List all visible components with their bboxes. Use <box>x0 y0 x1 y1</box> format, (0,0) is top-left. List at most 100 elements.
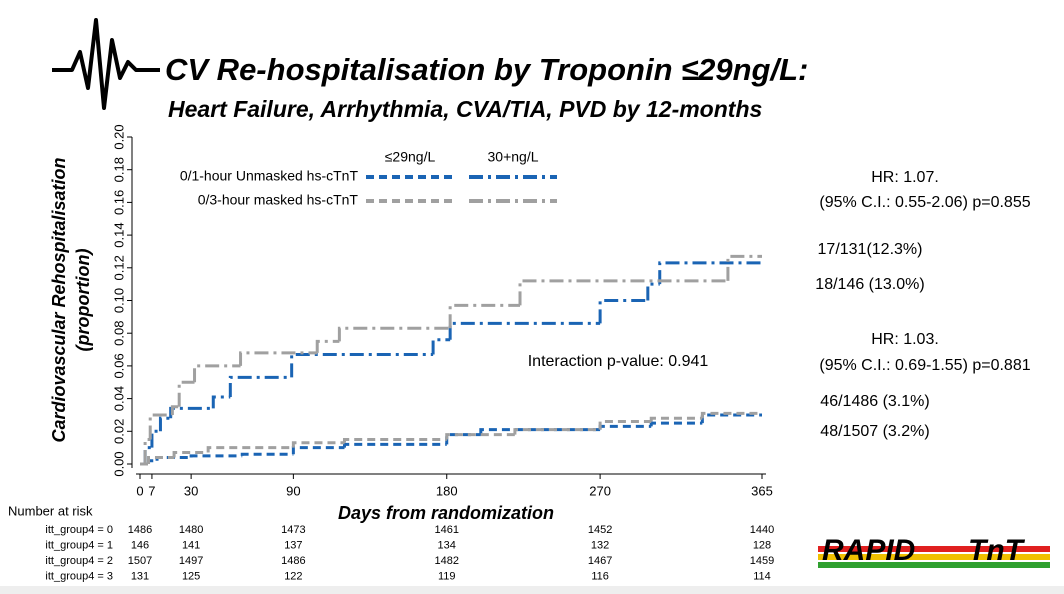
y-tick-label: 0.18 <box>111 157 126 182</box>
annotation: HR: 1.07. <box>871 169 939 186</box>
risk-value: 1459 <box>750 555 774 567</box>
y-tick-label: 0.08 <box>111 321 126 346</box>
x-tick-label: 90 <box>286 483 300 498</box>
risk-value: 1497 <box>179 555 203 567</box>
step-segment <box>342 437 447 443</box>
risk-value: 134 <box>438 539 456 551</box>
annotation: 18/146 (13.0%) <box>815 276 924 293</box>
step-segment <box>700 411 762 419</box>
annotation: (95% C.I.: 0.69-1.55) p=0.881 <box>819 357 1030 374</box>
step-segment <box>598 419 652 430</box>
x-tick-label: 270 <box>589 483 611 498</box>
ecg-icon <box>52 18 160 110</box>
x-tick-label: 365 <box>751 483 773 498</box>
step-segment <box>445 433 515 440</box>
title: CV Re-hospitalisation by Troponin ≤29ng/… <box>165 52 808 87</box>
x-tick-label: 180 <box>436 483 458 498</box>
y-tick-label: 0.02 <box>111 419 126 444</box>
risk-value: 116 <box>591 570 609 582</box>
risk-row-label: itt_group4 = 0 <box>45 524 113 536</box>
legend-column: ≤29ng/L <box>385 149 436 165</box>
step-segment <box>479 428 601 435</box>
step-segment <box>649 416 703 422</box>
risk-table-title: Number at risk <box>8 503 93 518</box>
step-segment <box>240 452 294 456</box>
risk-value: 1440 <box>750 524 774 536</box>
legend-row: 0/3-hour masked hs-cTnT <box>198 192 359 208</box>
x-tick-label: 0 <box>136 483 143 498</box>
step-segment <box>726 254 762 281</box>
step-segment <box>700 413 762 424</box>
step-segment <box>211 395 231 409</box>
step-segment <box>448 321 601 340</box>
y-tick-label: 0.12 <box>111 255 126 280</box>
step-segment <box>177 380 195 407</box>
y-tick-label: 0.06 <box>111 353 126 378</box>
risk-value: 125 <box>182 570 200 582</box>
step-segment <box>239 351 318 366</box>
step-segment <box>147 455 175 464</box>
annotation: Interaction p-value: 0.941 <box>528 353 709 370</box>
risk-value: 1480 <box>179 524 203 536</box>
step-segment <box>193 364 241 383</box>
step-segment <box>598 424 652 430</box>
logo-text: RAPID <box>822 534 915 567</box>
risk-row-label: itt_group4 = 3 <box>45 570 113 582</box>
y-tick-label: 0.04 <box>111 386 126 411</box>
risk-value: 122 <box>284 570 302 582</box>
step-segment <box>158 416 171 432</box>
step-segment <box>291 441 345 448</box>
risk-value: 131 <box>131 570 149 582</box>
step-segment <box>646 282 660 301</box>
step-segment <box>172 451 209 458</box>
step-segment <box>448 303 521 329</box>
y-axis-label: Cardiovascular Rehospitalisation <box>49 157 69 442</box>
risk-value: 114 <box>753 570 771 582</box>
step-segment <box>658 261 762 285</box>
step-segment <box>170 405 180 415</box>
risk-value: 132 <box>591 539 609 551</box>
annotation: 17/131(12.3%) <box>818 241 923 258</box>
risk-row-label: itt_group4 = 2 <box>45 555 113 567</box>
step-segment <box>169 406 214 419</box>
annotation: HR: 1.03. <box>871 331 939 348</box>
legend-row: 0/1-hour Unmasked hs-cTnT <box>180 168 359 184</box>
step-segment <box>342 442 447 448</box>
logo-stripe <box>818 562 1050 568</box>
risk-value: 137 <box>284 539 302 551</box>
y-axis-label: (proportion) <box>73 249 93 352</box>
step-segment <box>337 326 451 342</box>
annotation: 46/1486 (3.1%) <box>820 393 929 410</box>
step-segment <box>290 352 434 378</box>
risk-value: 141 <box>182 539 200 551</box>
risk-row-label: itt_group4 = 1 <box>45 539 113 551</box>
step-segment <box>291 446 345 455</box>
step-segment <box>649 421 703 427</box>
risk-value: 1482 <box>434 555 458 567</box>
step-segment <box>513 428 601 435</box>
step-segment <box>598 299 648 324</box>
y-tick-label: 0.10 <box>111 288 126 313</box>
legend-column: 30+ng/L <box>488 149 539 165</box>
y-tick-label: 0.00 <box>111 451 126 476</box>
step-segment <box>148 413 173 440</box>
x-tick-label: 30 <box>184 483 198 498</box>
logo: RAPID TnT <box>818 534 1050 568</box>
risk-value: 1452 <box>588 524 612 536</box>
step-segment <box>206 446 294 453</box>
y-tick-label: 0.14 <box>111 222 126 247</box>
risk-value: 1473 <box>281 524 305 536</box>
risk-value: 146 <box>131 539 149 551</box>
subtitle: Heart Failure, Arrhythmia, CVA/TIA, PVD … <box>168 96 762 122</box>
step-segment <box>150 429 161 448</box>
step-segment <box>143 437 151 464</box>
footer-strip <box>0 586 1064 594</box>
x-tick-label: 7 <box>148 483 155 498</box>
risk-value: 1486 <box>281 555 305 567</box>
x-axis-label: Days from randomization <box>338 503 554 523</box>
logo-stripe <box>818 546 1050 552</box>
risk-value: 119 <box>438 570 456 582</box>
annotation: 48/1507 (3.2%) <box>820 423 929 440</box>
step-segment <box>315 339 340 353</box>
